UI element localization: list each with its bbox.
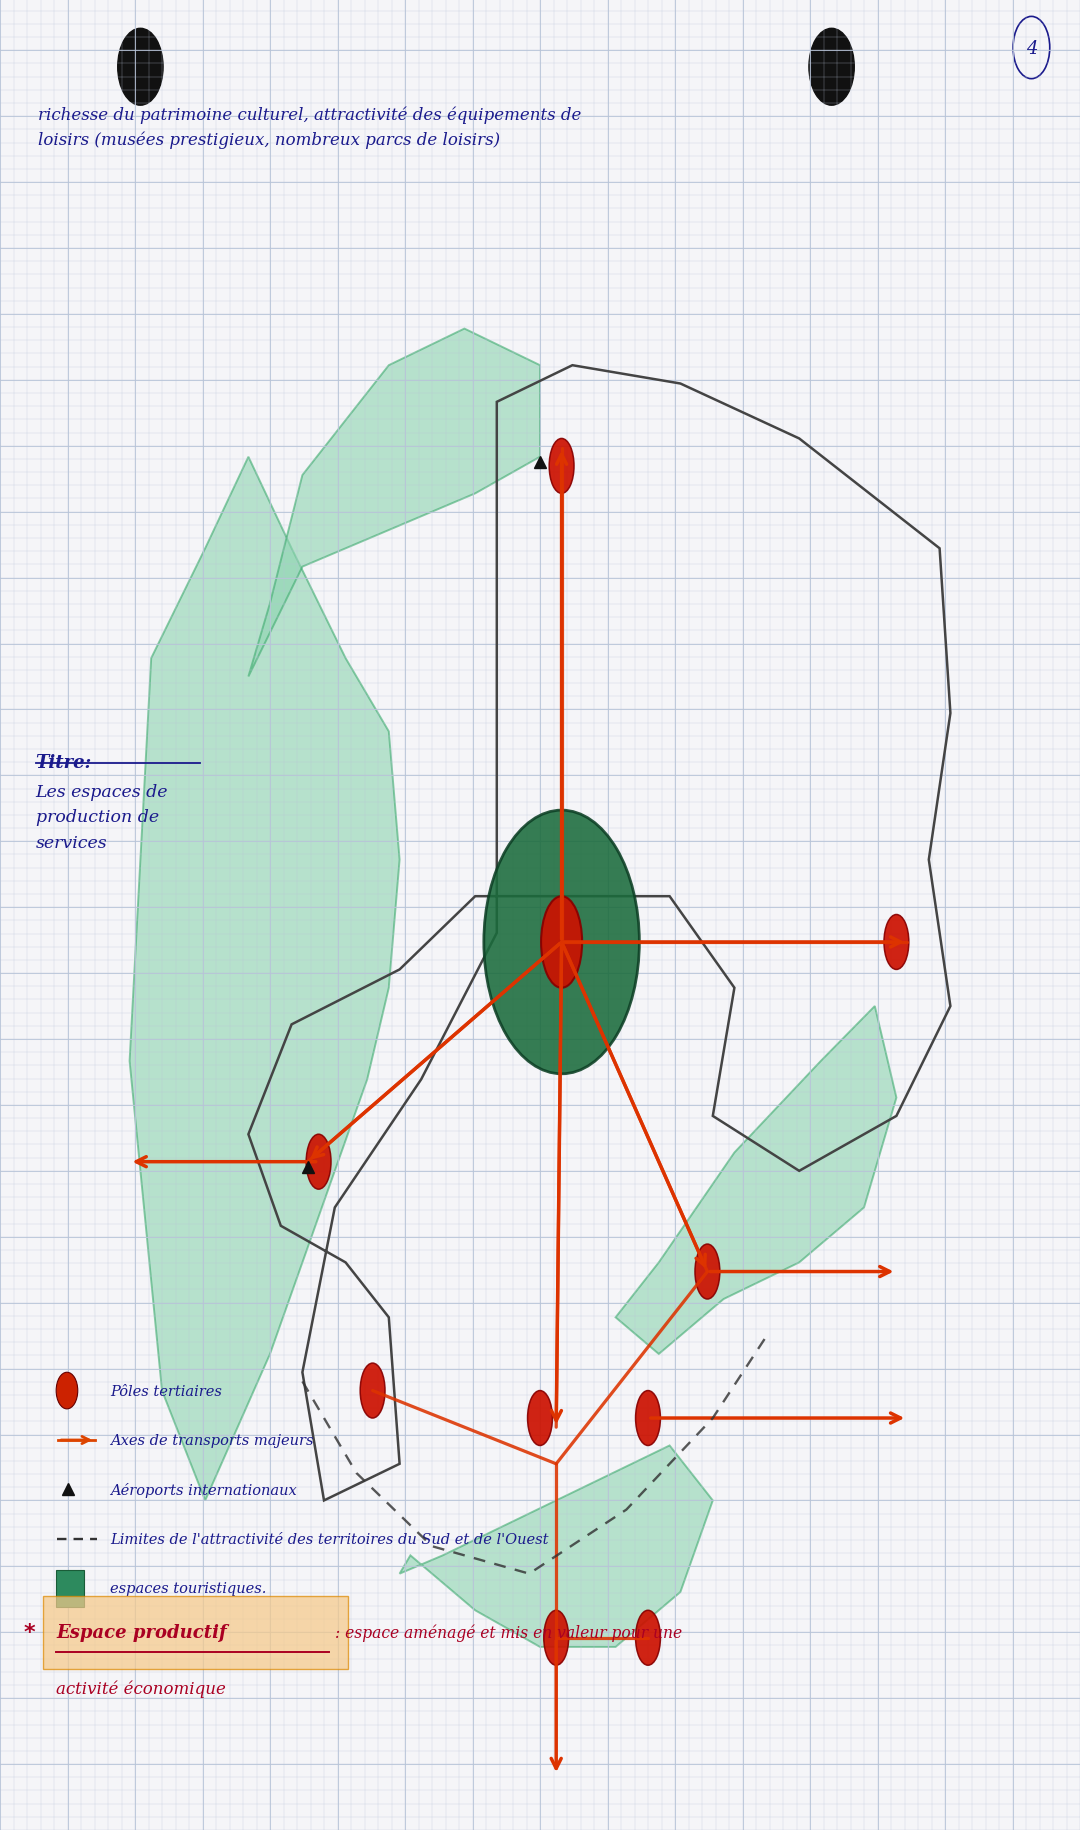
Ellipse shape xyxy=(541,897,582,988)
Text: *: * xyxy=(24,1623,36,1642)
Polygon shape xyxy=(248,329,540,677)
Ellipse shape xyxy=(635,1610,660,1665)
Text: Espace productif: Espace productif xyxy=(56,1623,227,1642)
Text: richesse du patrimoine culturel, attractivité des équipements de
loisirs (musées: richesse du patrimoine culturel, attract… xyxy=(38,106,581,148)
Ellipse shape xyxy=(544,1610,569,1665)
Circle shape xyxy=(118,29,163,106)
FancyBboxPatch shape xyxy=(43,1596,348,1669)
Ellipse shape xyxy=(360,1363,384,1418)
Text: Aéroports internationaux: Aéroports internationaux xyxy=(110,1482,297,1497)
Ellipse shape xyxy=(696,1244,719,1299)
Text: Pôles tertiaires: Pôles tertiaires xyxy=(110,1383,222,1398)
Text: : espace aménagé et mis en valeur pour une: : espace aménagé et mis en valeur pour u… xyxy=(335,1623,681,1642)
Ellipse shape xyxy=(550,439,575,494)
Text: Titre:: Titre: xyxy=(36,754,92,772)
Text: activité économique: activité économique xyxy=(56,1680,226,1698)
Polygon shape xyxy=(616,1007,896,1354)
Text: Axes de transports majeurs: Axes de transports majeurs xyxy=(110,1433,313,1448)
Circle shape xyxy=(809,29,854,106)
Text: 4: 4 xyxy=(1026,40,1037,57)
Ellipse shape xyxy=(635,1391,660,1446)
Ellipse shape xyxy=(528,1391,553,1446)
Text: Limites de l'attractivité des territoires du Sud et de l'Ouest: Limites de l'attractivité des territoire… xyxy=(110,1532,549,1546)
Polygon shape xyxy=(130,458,400,1501)
Text: espaces touristiques.: espaces touristiques. xyxy=(110,1581,267,1596)
FancyBboxPatch shape xyxy=(56,1570,84,1607)
Ellipse shape xyxy=(307,1135,330,1190)
Circle shape xyxy=(56,1372,78,1409)
Circle shape xyxy=(484,811,639,1074)
Polygon shape xyxy=(400,1446,713,1647)
Ellipse shape xyxy=(883,915,909,970)
Text: Les espaces de
production de
services: Les espaces de production de services xyxy=(36,783,168,851)
